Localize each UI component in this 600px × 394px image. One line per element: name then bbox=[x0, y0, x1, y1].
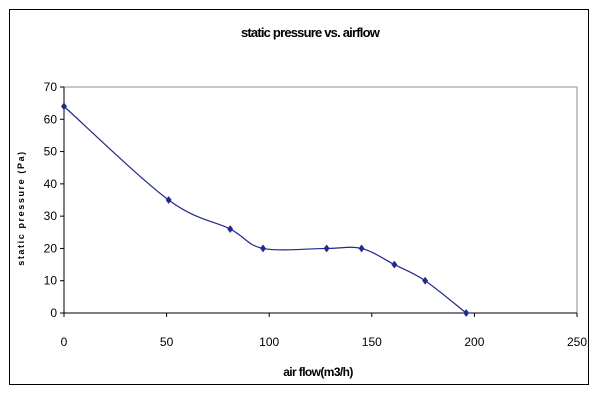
plot-area: 0 10 20 30 40 50 60 70 0 50 100 150 200 250 bbox=[44, 80, 588, 349]
y-tick-label: 60 bbox=[44, 112, 58, 126]
y-tick-label: 10 bbox=[44, 274, 58, 288]
data-point-marker bbox=[260, 244, 267, 253]
data-point-marker bbox=[227, 225, 234, 234]
x-tick-label: 250 bbox=[567, 335, 587, 349]
x-axis-label: air flow(m3/h) bbox=[283, 365, 353, 379]
x-tick-label: 100 bbox=[259, 335, 279, 349]
data-point-marker bbox=[391, 260, 398, 269]
y-tick-label: 50 bbox=[44, 145, 58, 159]
x-tick-label: 0 bbox=[61, 335, 68, 349]
y-tick-label: 20 bbox=[44, 241, 58, 255]
data-point-marker bbox=[358, 244, 365, 253]
y-tick-label: 40 bbox=[44, 177, 58, 191]
x-tick-label: 150 bbox=[362, 335, 382, 349]
data-point-marker bbox=[463, 308, 470, 318]
y-axis-label: static pressure (Pa) bbox=[16, 150, 26, 266]
plot-border bbox=[63, 86, 578, 314]
data-point-marker bbox=[165, 195, 172, 205]
data-point-marker bbox=[422, 276, 429, 285]
chart-title: static pressure vs. airflow bbox=[241, 25, 381, 40]
series-line bbox=[63, 105, 467, 314]
data-point-marker bbox=[323, 244, 330, 253]
y-tick-label: 70 bbox=[44, 80, 58, 94]
chart-frame bbox=[9, 9, 589, 385]
y-tick-label: 0 bbox=[50, 306, 57, 320]
data-point-marker bbox=[60, 102, 68, 111]
x-tick-label: 200 bbox=[464, 335, 484, 349]
y-tick-label: 30 bbox=[44, 209, 58, 223]
x-tick-label: 50 bbox=[160, 335, 174, 349]
